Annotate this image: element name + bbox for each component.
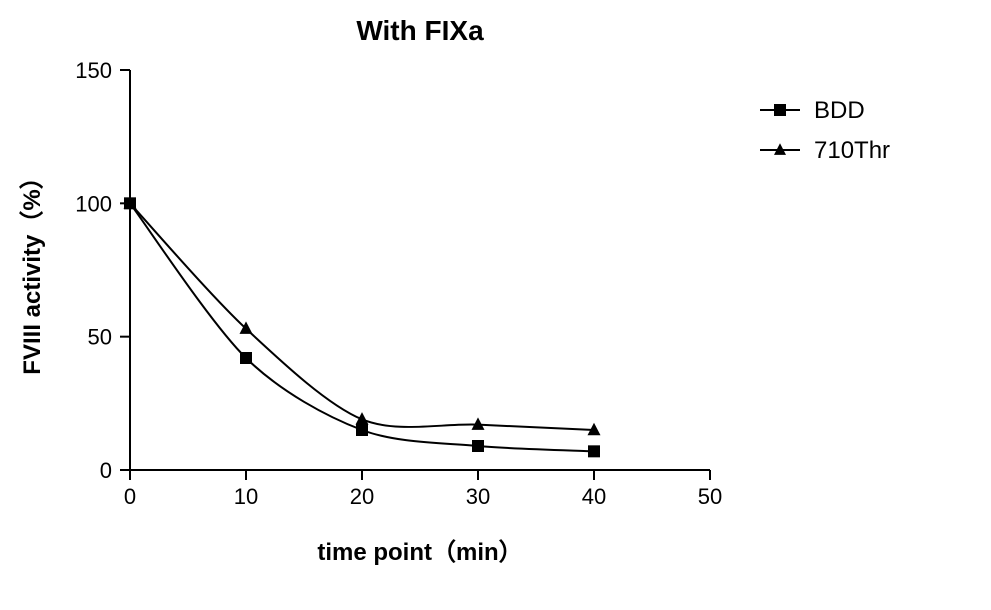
legend: BDD 710Thr: [760, 97, 890, 164]
y-tick-label: 0: [100, 458, 112, 483]
y-tick-label: 150: [75, 58, 112, 83]
axes: 0 10 20 30 40 50 0 50 100 150: [75, 58, 722, 509]
legend-label-710Thr: 710Thr: [814, 137, 890, 164]
series-group: [124, 196, 601, 457]
legend-label-BDD: BDD: [814, 97, 865, 124]
chart-title: With FIXa: [356, 15, 484, 46]
x-tick-label: 50: [698, 484, 722, 509]
x-tick-label: 10: [234, 484, 258, 509]
y-axis-label: FVIII activity（%）: [19, 165, 46, 374]
x-tick-label: 40: [582, 484, 606, 509]
x-tick-label: 20: [350, 484, 374, 509]
x-axis-label: time point（min）: [317, 539, 522, 566]
series-710Thr: [124, 196, 601, 435]
marker-BDD-1: [240, 352, 252, 364]
chart-svg: With FIXa FVIII activity（%） time point（m…: [0, 0, 991, 610]
marker-BDD-3: [472, 440, 484, 452]
marker-BDD-2: [356, 424, 368, 436]
marker-BDD-4: [588, 445, 600, 457]
y-tick-label: 100: [75, 191, 112, 216]
legend-item-BDD: BDD: [760, 97, 865, 124]
chart-container: { "chart": { "type": "line", "title": "W…: [0, 0, 991, 610]
x-tick-label: 30: [466, 484, 490, 509]
x-tick-label: 0: [124, 484, 136, 509]
legend-marker-BDD: [774, 104, 786, 116]
series-line-710Thr: [130, 203, 594, 430]
legend-item-710Thr: 710Thr: [760, 137, 890, 164]
y-tick-label: 50: [88, 325, 112, 350]
